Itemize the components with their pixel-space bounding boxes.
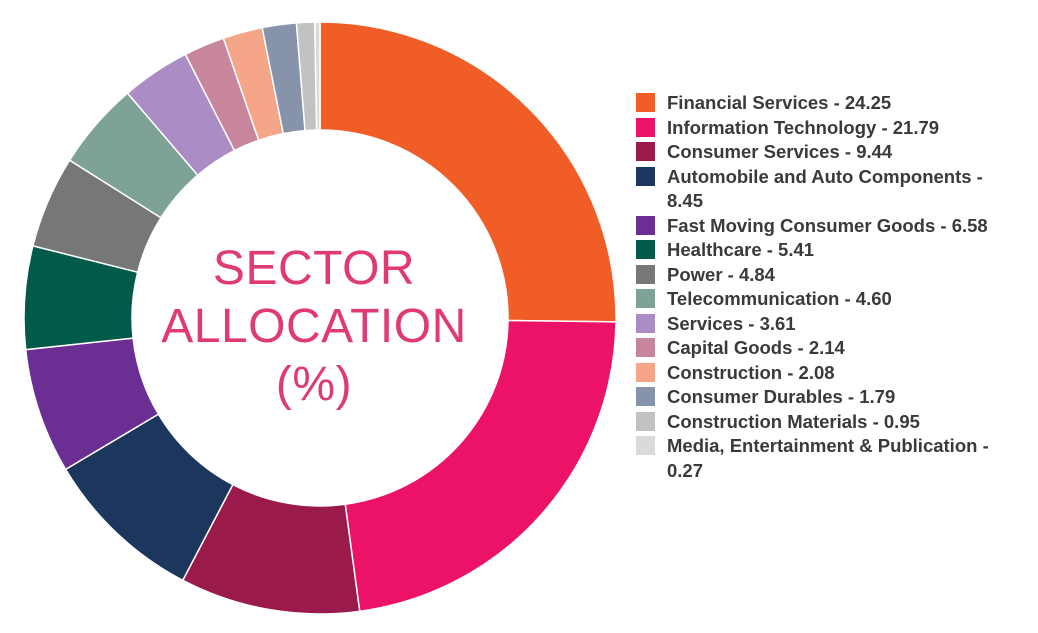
legend-swatch bbox=[636, 362, 655, 382]
legend-item-fast-moving-consumer-goods: Fast Moving Consumer Goods - 6.58 bbox=[636, 214, 1021, 239]
legend-label: Information Technology - 21.79 bbox=[667, 116, 940, 138]
legend-item-financial-services: Financial Services - 24.25 bbox=[636, 91, 1021, 116]
legend-item-automobile-and-auto-components: Automobile and Auto Components - 8.45 bbox=[636, 165, 1021, 214]
legend-item-information-technology: Information Technology - 21.79 bbox=[636, 116, 1021, 141]
legend-item-consumer-services: Consumer Services - 9.44 bbox=[636, 140, 1021, 165]
legend-swatch bbox=[636, 264, 655, 284]
legend-label: Consumer Services - 9.44 bbox=[667, 141, 893, 162]
legend-swatch bbox=[636, 313, 655, 333]
legend-label: Construction Materials - 0.95 bbox=[667, 410, 920, 432]
legend-item-capital-goods: Capital Goods - 2.14 bbox=[636, 336, 1021, 361]
slice-information-technology bbox=[344, 319, 617, 613]
center-title-line-2: ALLOCATION bbox=[161, 300, 467, 353]
legend-item-services: Services - 3.61 bbox=[636, 312, 1021, 337]
donut-chart bbox=[23, 21, 617, 615]
legend-label: Healthcare - 5.41 bbox=[667, 239, 815, 260]
legend-item-healthcare: Healthcare - 5.41 bbox=[636, 238, 1021, 263]
legend-swatch bbox=[636, 142, 655, 161]
legend-swatch bbox=[636, 117, 655, 137]
legend-label: Automobile and Auto Components - 8.45 bbox=[667, 165, 983, 212]
legend-item-construction: Construction - 2.08 bbox=[636, 361, 1021, 386]
slice-media-entertainment-and-publication bbox=[314, 21, 321, 131]
center-title-line-3: (%) bbox=[275, 358, 353, 411]
legend-swatch bbox=[636, 240, 655, 259]
legend-swatch bbox=[636, 93, 655, 112]
legend-swatch bbox=[636, 411, 655, 431]
legend-swatch bbox=[636, 166, 655, 186]
legend-label: Construction - 2.08 bbox=[667, 361, 835, 383]
legend-item-power: Power - 4.84 bbox=[636, 263, 1021, 288]
center-title-line-1: SECTOR bbox=[212, 242, 416, 295]
legend-item-consumer-durables: Consumer Durables - 1.79 bbox=[636, 385, 1021, 410]
legend-label: Services - 3.61 bbox=[667, 312, 796, 334]
legend-label: Capital Goods - 2.14 bbox=[667, 337, 845, 358]
chart-center-title: SECTOR ALLOCATION (%) bbox=[134, 240, 494, 414]
legend-item-construction-materials: Construction Materials - 0.95 bbox=[636, 410, 1021, 435]
legend-swatch bbox=[636, 436, 655, 455]
legend-swatch bbox=[636, 289, 655, 308]
legend-label: Consumer Durables - 1.79 bbox=[667, 386, 896, 407]
legend-label: Telecommunication - 4.60 bbox=[667, 288, 892, 309]
legend-item-telecommunication: Telecommunication - 4.60 bbox=[636, 287, 1021, 312]
legend-swatch bbox=[636, 215, 655, 235]
legend-label: Fast Moving Consumer Goods - 6.58 bbox=[667, 214, 988, 236]
chart-legend: Financial Services - 24.25 Information Te… bbox=[636, 91, 1021, 483]
slice-financial-services bbox=[319, 21, 617, 323]
legend-label: Financial Services - 24.25 bbox=[667, 92, 892, 113]
legend-swatch bbox=[636, 338, 655, 357]
legend-swatch bbox=[636, 387, 655, 406]
legend-label: Media, Entertainment & Publication - 0.2… bbox=[667, 435, 989, 481]
legend-label: Power - 4.84 bbox=[667, 263, 775, 285]
legend-item-media-entertainment-and-publication: Media, Entertainment & Publication - 0.2… bbox=[636, 434, 1021, 483]
